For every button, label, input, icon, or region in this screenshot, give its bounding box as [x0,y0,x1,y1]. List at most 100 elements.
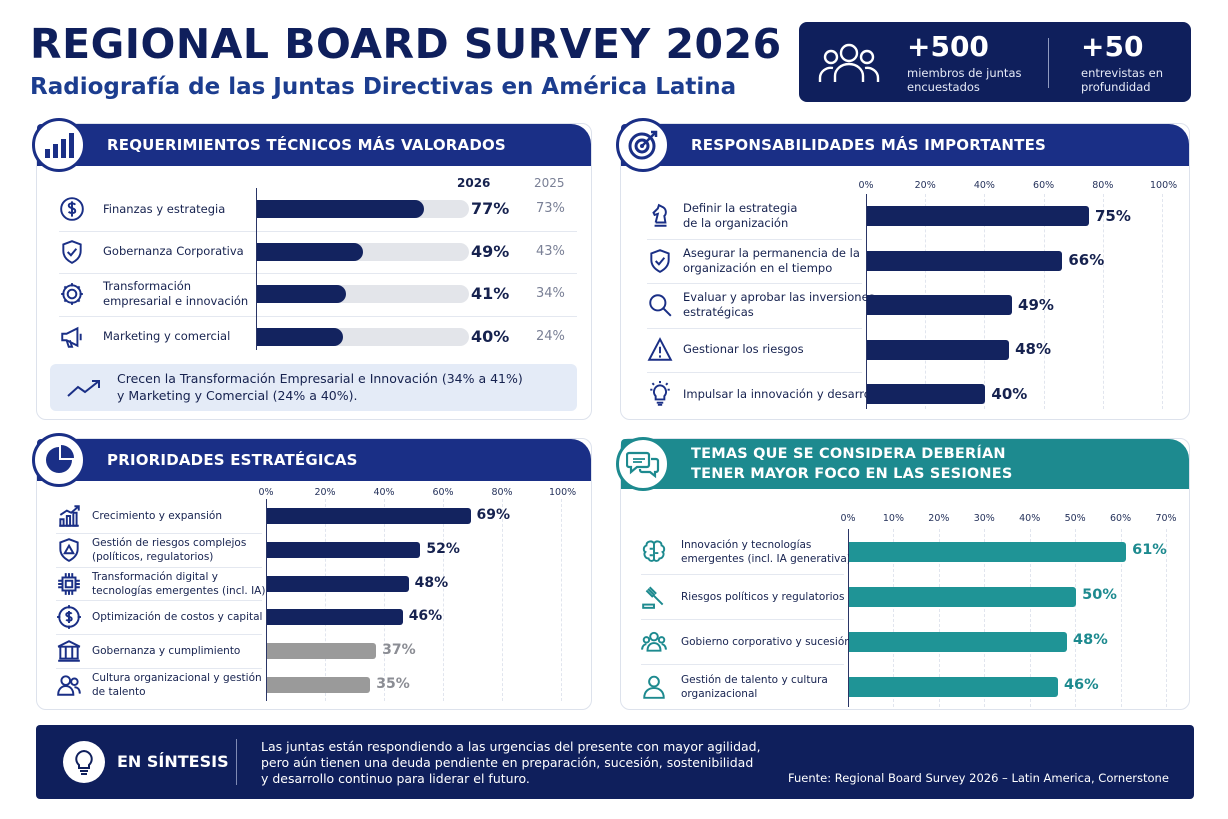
people-icon [56,672,82,698]
topics-tick-label: 70% [1155,513,1177,524]
prio-tick-label: 20% [314,487,336,498]
bar-chart-icon [32,118,86,172]
tech-bar-2026 [257,242,363,261]
prio-row-1-label: Gestión de riesgos complejos (políticos, … [92,536,264,564]
tech-bar-2026 [257,285,346,304]
resp-bar [867,339,1010,360]
topics-tick-label: 40% [1019,513,1041,524]
shield-check-icon [647,248,673,274]
warning-icon [647,336,673,363]
resp-bar [867,250,1063,271]
resp-row-2-label: Evaluar y aprobar las inversiones estraté… [683,290,875,320]
resp-tick-label: 60% [1033,180,1055,191]
footer-heading: EN SÍNTESIS [117,752,229,771]
resp-bar [867,295,1013,316]
footer-text-line3: y desarrollo continuo para liderar el fu… [261,771,530,786]
group-icon [641,629,667,655]
topics-tick-label: 10% [882,513,904,524]
topics-panel: TEMAS QUE SE CONSIDERA DEBERÍAN TENER MA… [620,438,1190,710]
tech-row-1-label-line: Gobernanza Corporativa [103,244,244,259]
prio-value-label: 35% [376,675,410,692]
tech-value-2025: 73% [536,201,565,217]
chip-icon [56,571,82,597]
resp-axis-line [866,194,867,409]
prio-row-separator [56,634,262,636]
topics-gridline [1075,529,1077,707]
resp-row-separator [647,372,862,373]
prio-tick-label: 0% [258,487,274,498]
prio-row-5-label: Cultura organizacional y gestión de talen… [92,671,264,699]
prio-row-separator [56,668,262,669]
prio-bar [267,507,471,524]
topics-axis-line [848,529,849,707]
topics-row-separator [641,664,844,665]
resp-value-label: 40% [991,384,1028,403]
prio-tick-label: 60% [432,487,454,498]
shield-check-icon [59,239,85,265]
prio-row-2-label-line: tecnologías emergentes (incl. IA) [92,584,266,597]
topics-bar [849,631,1068,652]
topics-value-label: 46% [1063,677,1099,694]
footer-text-line1: Las juntas están respondiendo a las urge… [261,739,761,754]
growth-chart-icon [56,503,82,529]
tech-value-2026: 49% [471,241,510,261]
resp-panel-title: RESPONSABILIDADES MÁS IMPORTANTES [691,136,1047,154]
alert-shield-icon [56,537,82,563]
resp-value-label: 75% [1095,206,1131,225]
resp-gridline [1043,194,1045,409]
institution-icon [56,638,82,664]
prio-axis-line [266,499,267,701]
tech-row-0-label: Finanzas y estrategia [103,202,253,217]
tech-row-2-label: Transformación empresarial e innovación [103,279,253,309]
stat-members-value: +500 [907,30,989,63]
resp-row-4-label-line: Impulsar la innovación y desarrollo [683,386,885,401]
prio-tick-label: 40% [373,487,395,498]
tech-panel: REQUERIMIENTOS TÉCNICOS MÁS VALORADOS 20… [36,123,592,420]
topics-row-3-label: Gestión de talento y cultura organizacion… [681,673,846,701]
topics-gridline [893,529,895,707]
resp-bar [867,384,986,405]
prio-row-2-label: Transformación digital y tecnologías emer… [92,570,266,598]
prio-gridline [325,499,326,701]
topics-panel-title-1: TEMAS QUE SE CONSIDERA DEBERÍAN [691,446,1006,462]
page-title: REGIONAL BOARD SURVEY 2026 [30,20,782,68]
resp-row-3-label-line: Gestionar los riesgos [683,342,804,357]
prio-row-1-label-line: (políticos, regulatorios) [92,550,214,563]
megaphone-icon [59,324,85,350]
chess-knight-icon [647,203,673,229]
prio-value-label: 48% [414,574,449,591]
prio-panel: PRIORIDADES ESTRATÉGICAS 0% 20% 40% 60% 80% 1… [36,438,592,710]
prio-row-separator [56,600,262,602]
resp-row-separator [647,238,862,240]
tech-row-1-label: Gobernanza Corporativa [103,244,253,259]
topics-row-separator [641,574,844,575]
topics-tick-label: 50% [1064,513,1086,524]
resp-row-separator [647,283,862,284]
magnifier-icon [647,292,673,318]
resp-value-label: 48% [1015,340,1051,359]
prio-panel-title: PRIORIDADES ESTRATÉGICAS [107,451,358,469]
resp-row-separator [647,327,862,329]
tech-value-2026: 41% [471,284,510,304]
stat-interviews-label-1: entrevistas en [1081,66,1163,80]
topics-gridline [1120,529,1122,707]
topics-bar [849,676,1058,697]
trend-up-icon [67,380,100,397]
topics-row-0-label-line: emergentes (incl. IA generativa) [681,552,851,565]
stat-members-label-2: encuestados [907,80,980,94]
prio-gridline [384,499,385,701]
prio-row-separator [56,566,262,568]
footer-text-line2: pero aún tienen una deuda pendiente en p… [261,755,754,770]
prio-tick-label: 100% [549,487,577,498]
topics-row-3-label-line: Gestión de talento y cultura [681,673,828,686]
stats-divider [1048,38,1049,88]
col-2025-header: 2025 [534,176,565,190]
prio-gridline [502,499,503,701]
prio-tick-label: 80% [491,487,513,498]
tech-row-2-label-line: Transformación [103,279,192,294]
resp-row-3-label: Gestionar los riesgos [683,342,863,357]
footer-source: Fuente: Regional Board Survey 2026 – Lat… [788,771,1169,785]
prio-row-0-label-line: Crecimiento y expansión [92,509,222,522]
topics-gridline [1029,529,1031,707]
tech-bar-2026 [257,327,344,346]
